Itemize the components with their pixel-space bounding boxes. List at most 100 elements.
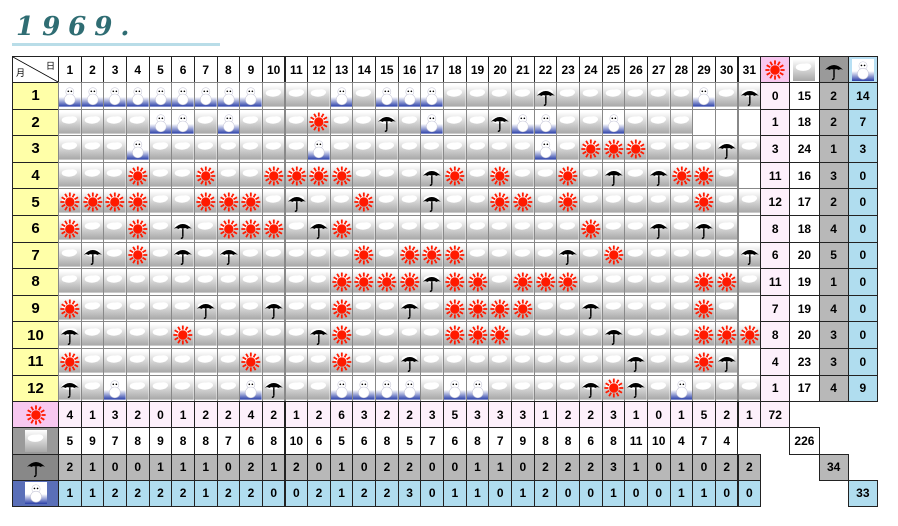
day-cell (601, 215, 626, 243)
day-total-rain: 2 (737, 453, 762, 481)
cloud-icon (421, 377, 444, 400)
cloud-icon (149, 350, 172, 373)
sun-icon (60, 352, 80, 372)
day-total-cloud-value: 5 (406, 433, 413, 448)
cloud-icon (489, 271, 511, 293)
cloud-icon (353, 350, 376, 373)
cloud-icon (534, 377, 557, 400)
day-total-snow: 0 (556, 479, 580, 507)
cloud-icon (308, 84, 330, 107)
sun-icon (354, 272, 374, 292)
cloud-icon (557, 138, 579, 160)
day-cell (216, 241, 241, 270)
day-cell (578, 348, 603, 376)
snowman-icon (421, 111, 444, 134)
day-total-snow-value: 0 (496, 486, 504, 501)
cloud-icon (104, 111, 126, 134)
day-cell (601, 108, 626, 137)
day-total-sun-value: 6 (338, 407, 345, 422)
day-total-sun-value: 3 (360, 407, 368, 422)
month-count-cloud: 19 (789, 294, 820, 323)
month-count-rain: 2 (818, 188, 849, 216)
day-cell (443, 188, 467, 216)
day-total-cloud: 8 (375, 427, 399, 455)
day-cell (125, 268, 150, 296)
day-cell (737, 321, 762, 349)
day-total-rain-value: 0 (134, 460, 142, 475)
day-total-snow-value: 0 (270, 486, 277, 501)
month-count-cloud-value: 18 (797, 115, 812, 130)
day-cell (420, 161, 445, 190)
umbrella-icon (60, 330, 79, 346)
day-cell (284, 374, 309, 403)
day-header-value: 6 (179, 62, 187, 77)
cloud-icon (602, 191, 625, 214)
corner-month-label: 月 (16, 68, 26, 78)
day-total-sun-value: 3 (474, 407, 481, 422)
day-cell (375, 188, 399, 216)
month-count-rain: 3 (818, 321, 849, 349)
day-cell (58, 321, 82, 349)
day-cell (669, 82, 694, 110)
day-total-cloud: 11 (624, 427, 648, 455)
umbrella-icon (740, 90, 759, 106)
day-cell (646, 161, 671, 190)
day-total-sun: 3 (511, 401, 535, 429)
day-cell (692, 188, 716, 216)
month-count-rain: 5 (818, 241, 849, 270)
cloud-icon (625, 84, 647, 107)
month-count-snow-value: 0 (859, 221, 867, 236)
day-header-value: 17 (425, 62, 439, 77)
day-total-sun-value: 2 (134, 407, 142, 422)
cloud-icon (126, 111, 149, 134)
weather-calendar-grid: 月日 1 2 3 4 5 6 7 8 9 10 11 12 13 14 15 16 17 18 19 20 21 22 23 2… (12, 56, 886, 516)
umbrella-icon (309, 223, 328, 239)
day-total-cloud-value: 6 (315, 433, 323, 448)
day-total-cloud: 9 (148, 427, 173, 455)
day-cell (329, 348, 354, 376)
day-cell (601, 294, 626, 323)
day-cell (511, 348, 535, 376)
day-cell (737, 82, 762, 110)
snowman-icon (24, 482, 47, 505)
day-cell (646, 294, 671, 323)
day-cell (511, 241, 535, 270)
month-count-cloud: 18 (789, 215, 820, 243)
umbrella-icon (824, 64, 843, 80)
cloud-icon (444, 350, 466, 373)
month-label: 1 (12, 82, 59, 110)
day-header-value: 19 (470, 62, 485, 77)
day-cell (80, 268, 105, 296)
month-count-cloud: 24 (789, 135, 820, 163)
cloud-icon (172, 191, 194, 214)
cloud-icon (444, 111, 466, 134)
cloud-icon (625, 111, 647, 134)
day-total-sun-value: 2 (406, 407, 413, 422)
month-count-rain: 2 (818, 82, 849, 110)
month-count-snow-value: 0 (859, 195, 867, 210)
day-cell (103, 161, 127, 190)
day-cell (239, 215, 263, 243)
snowman-icon (330, 377, 353, 400)
day-cell (488, 135, 512, 163)
cloud-icon (262, 84, 285, 107)
cloud-icon (534, 164, 557, 187)
cloud-icon (466, 217, 489, 240)
cloud-icon (59, 244, 81, 267)
day-total-rain: 2 (239, 453, 263, 481)
cloud-icon (398, 138, 421, 160)
month-label: 2 (12, 108, 59, 137)
cloud-icon (534, 217, 557, 240)
day-cell (103, 268, 127, 296)
month-count-cloud: 20 (789, 241, 820, 270)
day-cell (375, 348, 399, 376)
day-total-cloud-value: 4 (723, 433, 730, 448)
day-header-value: 13 (334, 62, 349, 77)
day-cell (352, 161, 377, 190)
day-cell (329, 161, 354, 190)
day-cell (488, 374, 512, 403)
sun-icon (535, 272, 555, 292)
cloud-icon (693, 138, 715, 160)
sun-icon (25, 405, 46, 425)
day-header: 31 (737, 56, 762, 83)
